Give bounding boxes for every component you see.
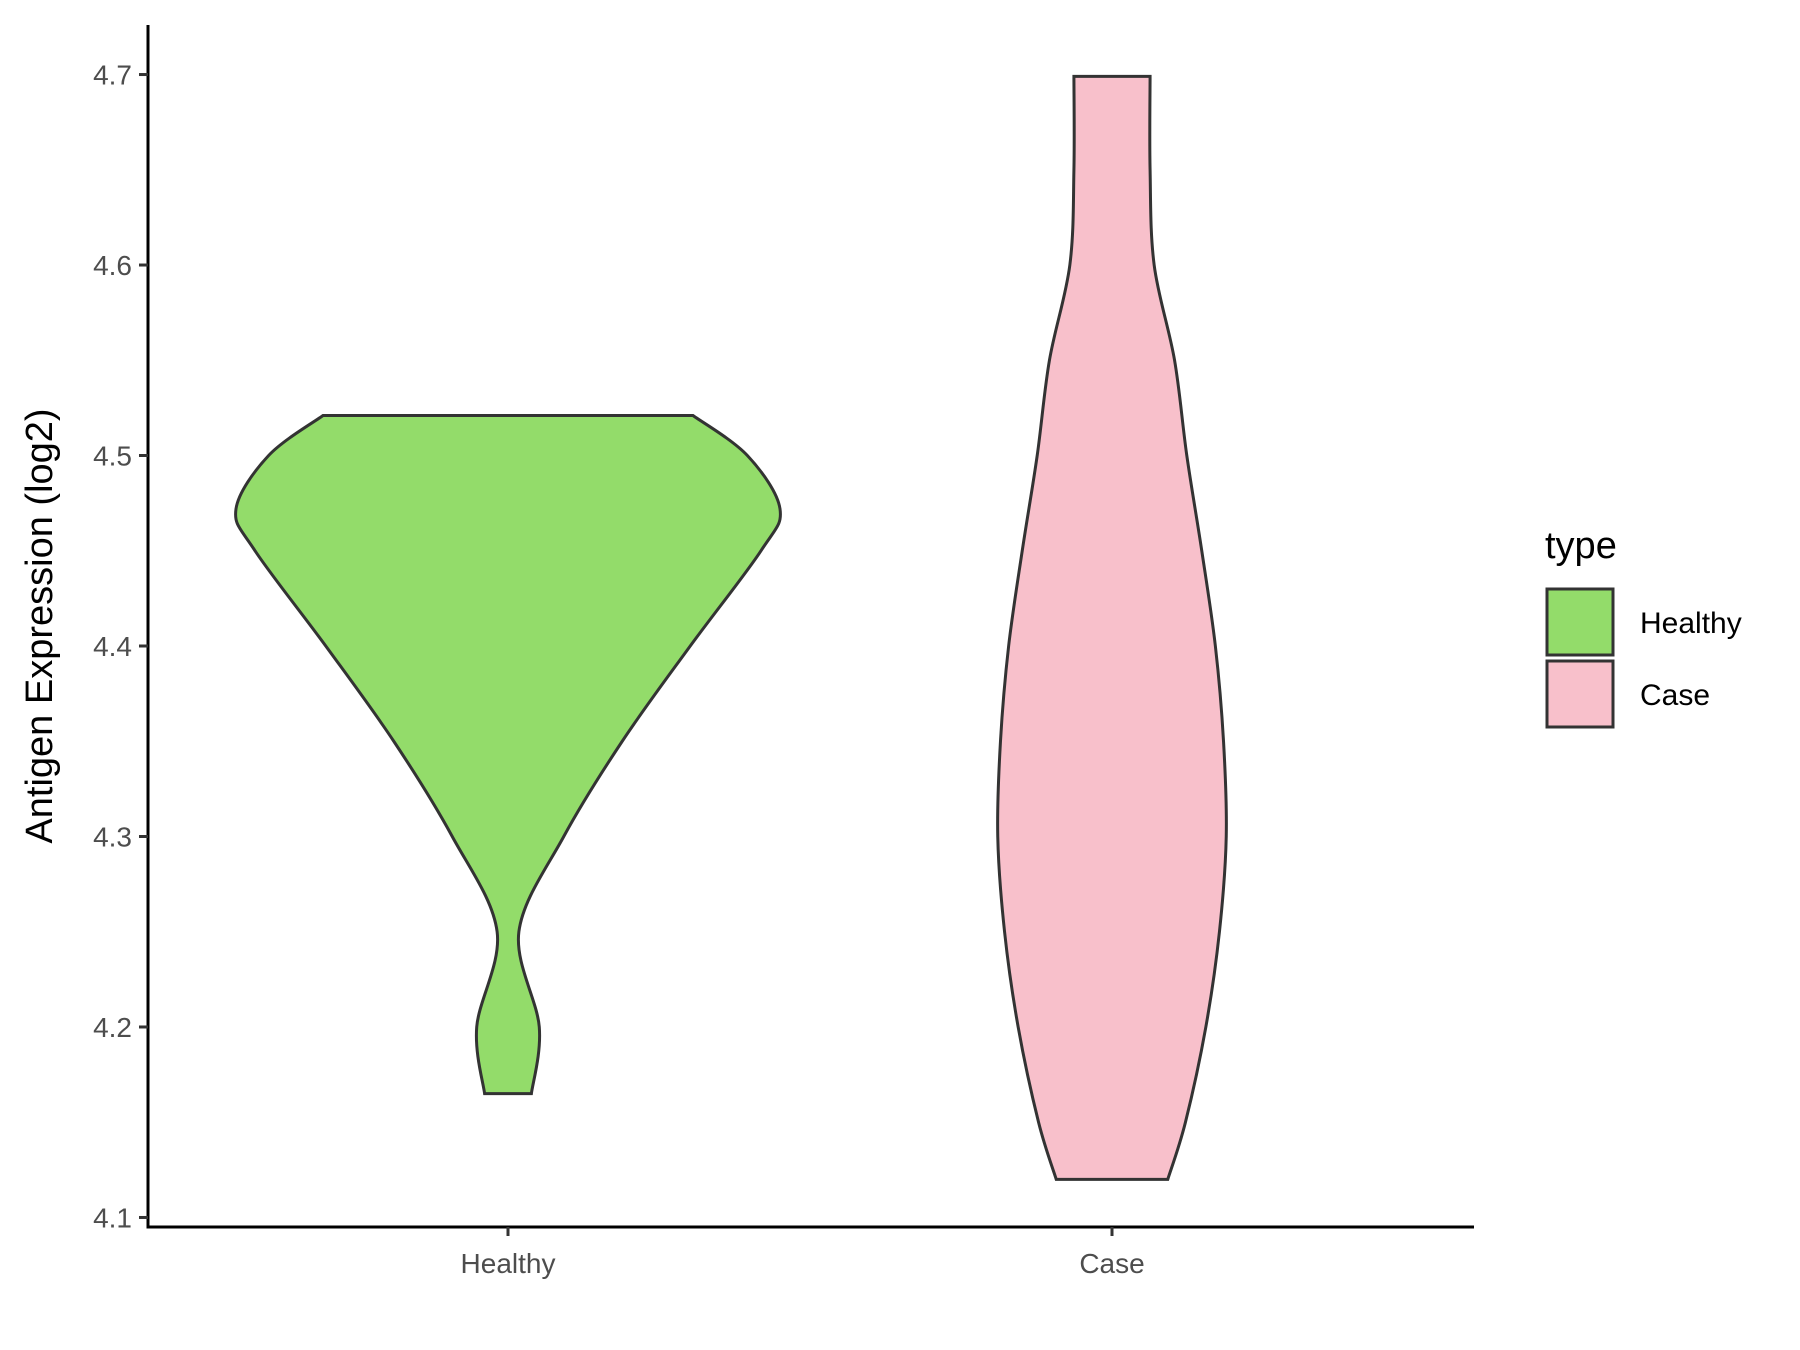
violin-healthy (234, 414, 782, 1096)
y-tick-label: 4.1 (93, 1202, 132, 1233)
y-tick-label: 4.4 (93, 631, 132, 662)
legend-key-healthy (1545, 587, 1615, 657)
x-tick-label: Case (1079, 1248, 1144, 1279)
legend: type Healthy Case (1545, 525, 1742, 729)
legend-key-case (1545, 659, 1615, 729)
y-tick-label: 4.2 (93, 1012, 132, 1043)
legend-title: type (1545, 525, 1617, 567)
y-axis-title: Antigen Expression (log2) (19, 408, 61, 843)
violins-group (234, 74, 1228, 1181)
legend-label: Case (1640, 679, 1710, 712)
y-ticks-group: 4.1 4.2 4.3 4.4 4.5 4.6 4.7 (93, 60, 148, 1233)
y-tick-label: 4.3 (93, 821, 132, 852)
violin-case (996, 74, 1228, 1181)
legend-label: Healthy (1640, 607, 1742, 640)
x-ticks-group: Healthy Case (461, 1227, 1145, 1279)
y-tick-label: 4.5 (93, 441, 132, 472)
x-tick-label: Healthy (461, 1248, 556, 1279)
y-tick-label: 4.7 (93, 60, 132, 91)
y-tick-label: 4.6 (93, 250, 132, 281)
